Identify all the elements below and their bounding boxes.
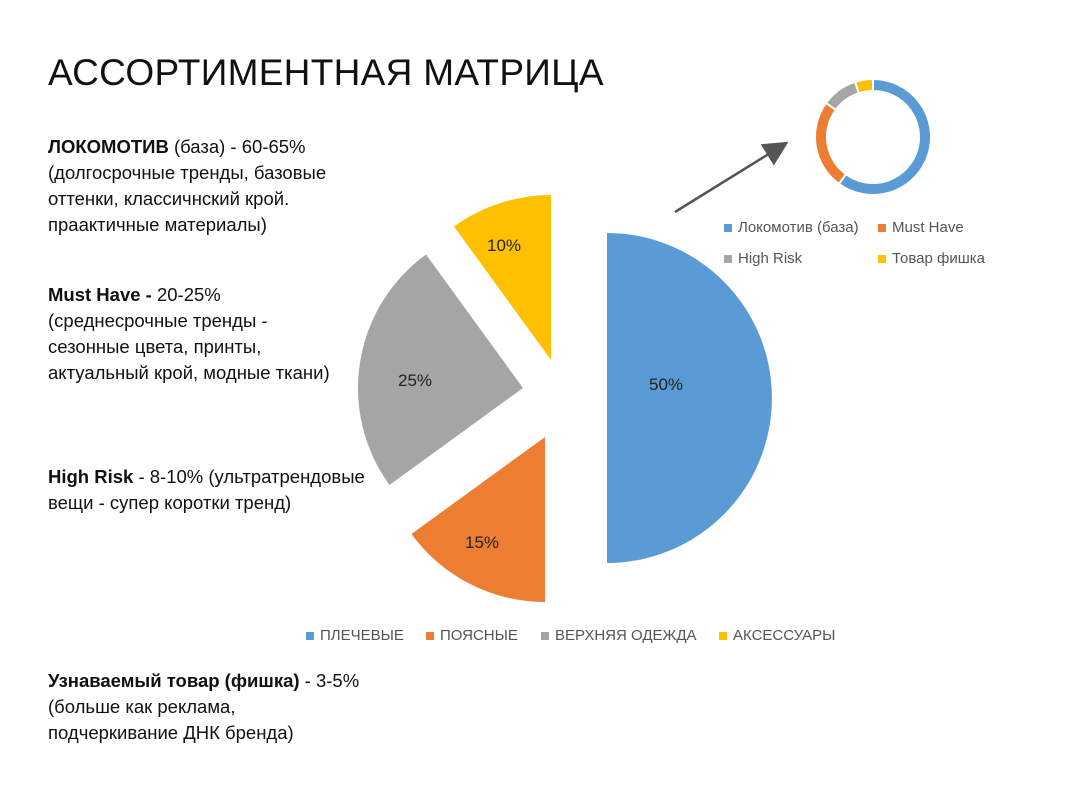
block-heading: High Risk [48,466,134,487]
arrow-icon [674,141,789,214]
pie-data-label: 25% [398,371,432,390]
block-line: (долгосрочные тренды, базовые [48,162,327,183]
pie-slice-3 [358,254,523,485]
text-block-locomotive: ЛОКОМОТИВ (база) - 60-65% (долгосрочные … [48,134,388,238]
legend-label: ПОЯСНЫЕ [440,627,518,644]
donut-segment-3 [824,80,861,112]
legend-item: ПОЯСНЫЕ [426,627,518,644]
legend-label: Must Have [892,219,964,236]
legend-item: ПЛЕЧЕВЫЕ [306,627,404,644]
legend-swatch [878,254,886,263]
block-value: (база) - 60-65% [168,136,306,157]
legend-swatch [306,631,314,640]
block-heading: Узнаваемый товар (фишка) [48,670,300,691]
legend-swatch [724,254,732,263]
block-line: оттенки, классичнский крой. [48,188,290,209]
legend-label: High Risk [738,250,803,267]
legend-item: Товар фишка [878,250,985,267]
pie-slice-2 [411,437,545,602]
block-line: подчеркивание ДНК бренда) [48,722,294,743]
legend-swatch [426,631,434,640]
legend-swatch [878,223,886,232]
pie-data-label: 50% [649,375,683,394]
pie-slice-4 [454,195,551,360]
legend-label: АКСЕССУАРЫ [733,627,836,644]
legend-item: АКСЕССУАРЫ [719,627,835,644]
donut-segment-4 [853,77,874,95]
legend-label: ПЛЕЧЕВЫЕ [320,627,404,644]
legend-label: Локомотив (база) [738,219,859,236]
legend-swatch [724,223,732,232]
block-value: - 8-10% (ультратрендовые [133,466,365,487]
pie-data-label: 15% [465,533,499,552]
block-line: актуальный крой, модные ткани) [48,362,330,383]
block-line: (среднесрочные тренды - [48,310,268,331]
legend-item: Локомотив (база) [724,219,859,236]
legend-item: Must Have [878,219,964,236]
legend-swatch [719,631,727,640]
legend-swatch [541,631,549,640]
block-heading: Must Have - [48,284,152,305]
text-block-must-have: Must Have - 20-25% (среднесрочные тренды… [48,282,388,386]
block-line: вещи - супер коротки тренд) [48,492,292,513]
block-heading: ЛОКОМОТИВ [48,136,169,157]
pie-slice-1 [607,233,772,563]
slide-title: АССОРТИМЕНТНАЯ МАТРИЦА [48,52,604,93]
legend-item: High Risk [724,250,802,267]
legend-label: Товар фишка [892,250,985,267]
block-line: (больше как реклама, [48,696,236,717]
block-line: праактичные материалы) [48,214,267,235]
block-value: - 3-5% [299,670,360,691]
pie-data-label: 10% [487,236,521,255]
block-value: 20-25% [151,284,221,305]
legend-item: ВЕРХНЯЯ ОДЕЖДА [541,627,697,644]
legend-label: ВЕРХНЯЯ ОДЕЖДА [555,627,697,644]
text-block-signature-item: Узнаваемый товар (фишка) - 3-5% (больше … [48,668,388,746]
block-line: сезонные цвета, принты, [48,336,262,357]
donut-segment-2 [814,101,848,186]
text-block-high-risk: High Risk - 8-10% (ультратрендовые вещи … [48,464,408,516]
